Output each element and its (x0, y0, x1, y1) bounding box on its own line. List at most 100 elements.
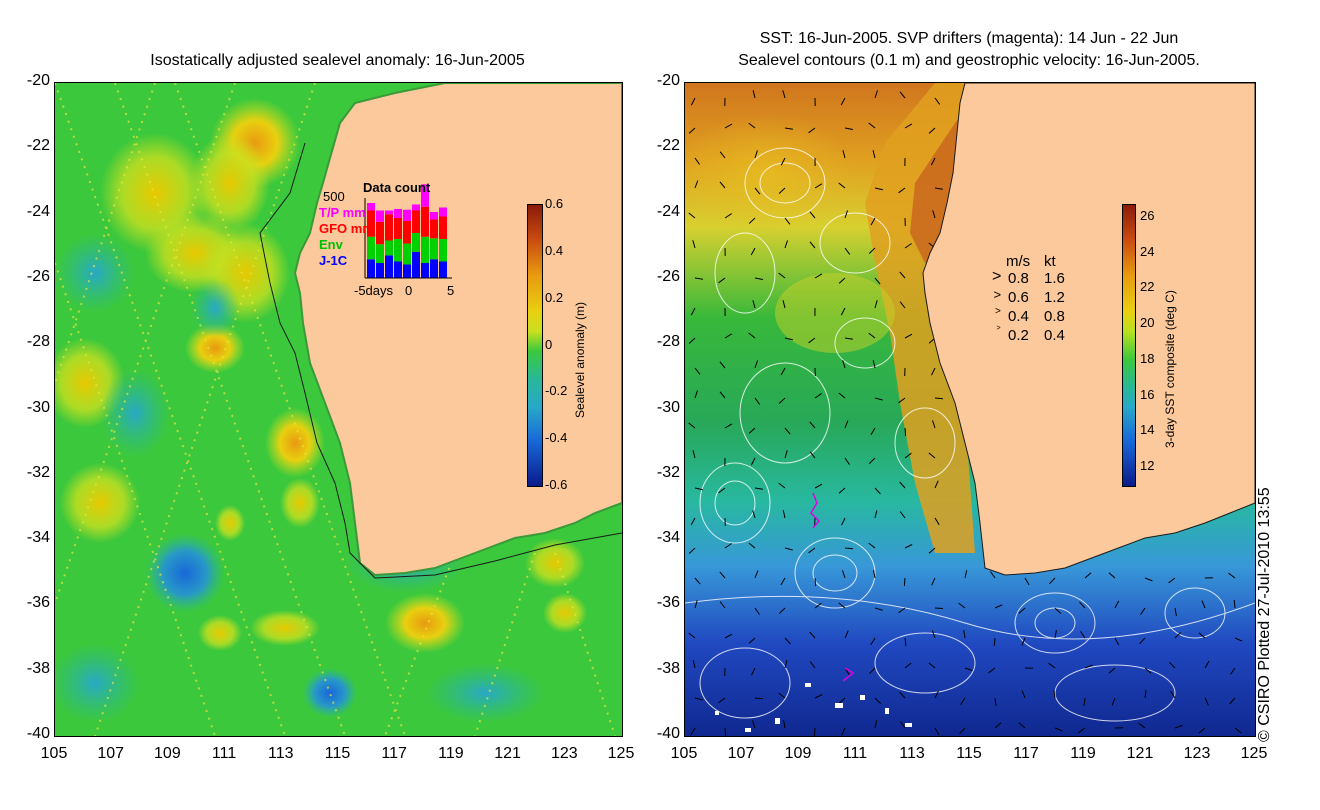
velocity-arrow (1234, 727, 1242, 734)
colorbar-tick-label: 18 (1140, 350, 1155, 366)
velocity-arrow (724, 727, 727, 736)
velocity-arrow (694, 367, 701, 375)
x-tick-label: 123 (550, 745, 578, 762)
velocity-arrow (870, 217, 876, 226)
velocity-arrow (870, 637, 876, 646)
x-tick-label: 113 (268, 745, 294, 762)
inset-title: Data count (363, 180, 431, 195)
velocity-arrow (778, 272, 786, 279)
velocity-arrow (1079, 601, 1086, 609)
velocity-arrow (754, 360, 759, 369)
velocity-arrow (1108, 667, 1116, 674)
y-tick-label: -22 (656, 137, 680, 155)
velocity-arrow (754, 570, 759, 579)
inset-bar-jc (376, 263, 384, 278)
inset-bar-gfo (430, 219, 438, 239)
velocity-arrow (748, 332, 756, 339)
y-tick-label: -26 (656, 267, 680, 285)
velocity-arrow (959, 727, 966, 735)
colorbar-tick-label: 24 (1140, 243, 1155, 259)
velocity-legend-arrow: > (992, 268, 1002, 285)
velocity-arrow (778, 397, 786, 404)
velocity-legend-ms: 0.6 (1008, 289, 1029, 306)
inset-bar-tp (376, 210, 384, 222)
velocity-arrow (750, 247, 756, 256)
inset-bar-tp (403, 209, 411, 221)
velocity-arrow (844, 420, 849, 429)
svp-drifter-track (810, 492, 821, 529)
x-tick-label: 109 (784, 745, 812, 762)
sea-level-contours (685, 147, 1255, 722)
velocity-arrow (724, 213, 732, 219)
left-panel-title: Isostatically adjusted sealevel anomaly:… (150, 52, 525, 69)
velocity-legend-kt: 1.2 (1044, 289, 1065, 306)
x-tick-label: 107 (97, 745, 125, 762)
velocity-arrow (928, 127, 936, 134)
velocity-arrow (688, 212, 696, 219)
velocity-arrow (1021, 690, 1026, 699)
inset-bar-jc (430, 259, 438, 278)
velocity-arrow (1229, 667, 1236, 675)
velocity-arrow (844, 127, 853, 130)
velocity-legend-arrow: > (993, 287, 1002, 302)
velocity-arrow (838, 487, 846, 494)
velocity-arrow (748, 427, 756, 434)
velocity-legend-kt: 0.4 (1044, 327, 1065, 344)
colorbar-tick-label: 0 (545, 336, 553, 352)
y-tick-label: -30 (26, 398, 50, 416)
velocity-arrow (724, 543, 732, 549)
y-tick-label: -22 (26, 137, 50, 155)
velocity-arrow (928, 547, 936, 554)
velocity-arrow (838, 697, 846, 704)
colorbar-tick-label: 0.4 (545, 242, 564, 258)
velocity-arrow (694, 157, 701, 165)
sea-level-colorbar (527, 204, 543, 487)
velocity-arrow (782, 90, 786, 99)
velocity-arrow (934, 397, 944, 400)
inset-bar-tp (394, 209, 402, 218)
velocity-arrow (692, 660, 696, 669)
velocity-arrow (784, 547, 793, 551)
velocity-arrow (778, 607, 786, 614)
velocity-arrow (692, 450, 696, 459)
velocity-arrow (899, 271, 906, 279)
inset-bar-gfo (367, 210, 375, 237)
velocity-arrow (958, 602, 966, 609)
velocity-arrow (930, 157, 936, 166)
velocity-arrow (754, 607, 760, 615)
velocity-arrow (688, 337, 696, 344)
velocity-arrow (840, 307, 846, 316)
velocity-arrow (872, 360, 876, 369)
velocity-arrow (842, 150, 846, 159)
velocity-arrow (934, 480, 939, 489)
x-tick-label: 117 (381, 745, 407, 762)
y-tick-label: -24 (656, 202, 680, 220)
velocity-arrow (814, 602, 822, 609)
velocity-arrow (694, 697, 703, 701)
velocity-arrow (808, 547, 816, 554)
velocity-arrow (688, 632, 696, 639)
velocity-arrow (719, 151, 726, 159)
velocity-arrow (718, 487, 726, 494)
inset-bar-tp (385, 210, 393, 215)
x-tick-label: 109 (154, 745, 181, 762)
velocity-arrow (874, 90, 878, 99)
velocity-arrow (874, 487, 881, 495)
velocity-arrow (1021, 637, 1026, 646)
velocity-arrow (780, 367, 786, 376)
velocity-arrow (1049, 577, 1056, 585)
inset-bar-env (385, 240, 393, 256)
inset-bar-jc (385, 255, 393, 278)
velocity-arrow (1170, 691, 1176, 699)
velocity-arrow (1174, 607, 1177, 616)
velocity-arrow (784, 240, 788, 249)
y-tick-label: -20 (26, 72, 50, 89)
velocity-legend-ms: 0.4 (1008, 308, 1029, 325)
velocity-arrow (809, 661, 816, 669)
velocity-arrow (840, 97, 846, 106)
velocity-arrow (1114, 637, 1120, 646)
x-tick-label: 123 (1183, 745, 1211, 762)
velocity-arrow (784, 337, 793, 341)
velocity-arrow (724, 633, 733, 639)
velocity-arrow (844, 547, 854, 550)
